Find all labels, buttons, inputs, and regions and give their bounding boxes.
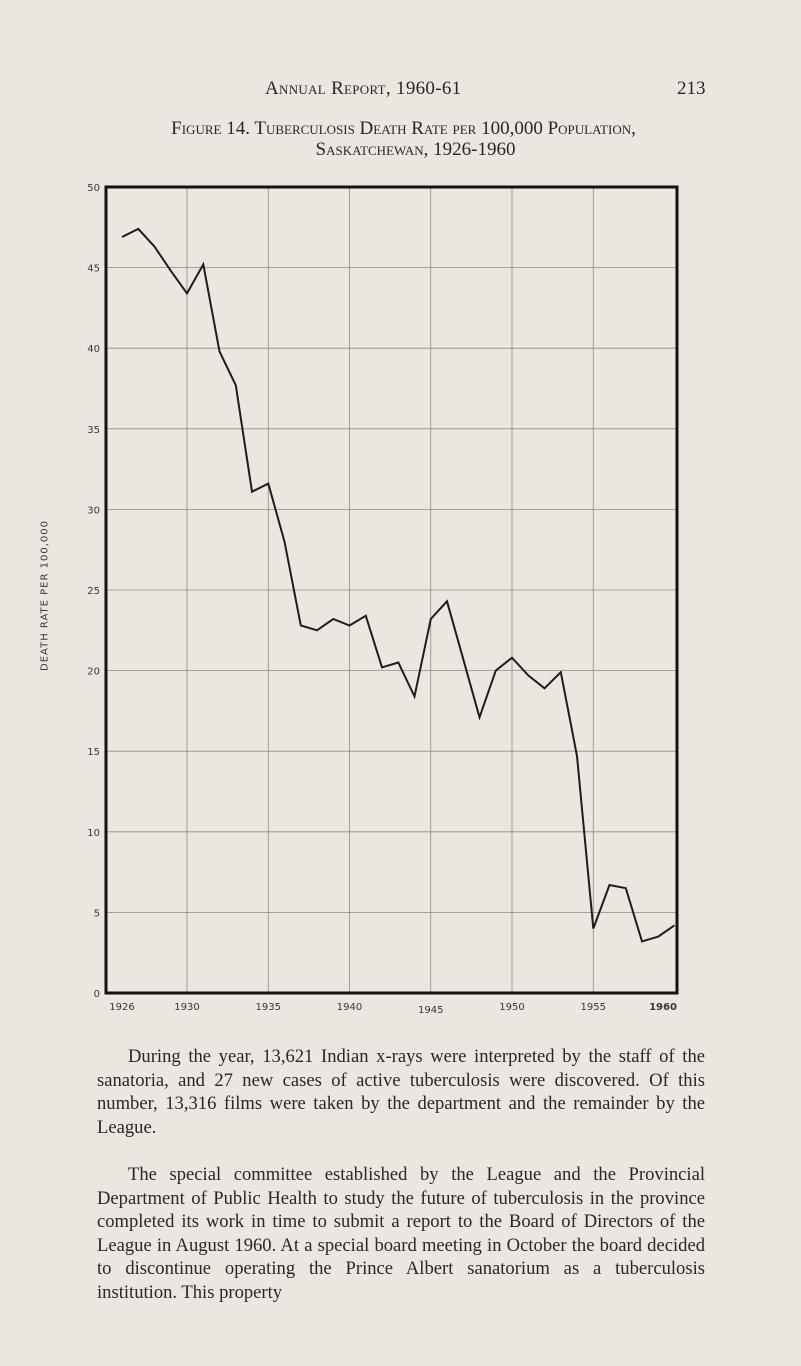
y-tick-label: 15	[87, 747, 100, 758]
x-tick-label: 1930	[174, 1002, 199, 1013]
y-tick-label: 25	[87, 586, 100, 597]
y-axis-ticks: 0 5 10 15 20 25 30 35 40 45 50	[87, 183, 100, 1000]
plot-frame	[104, 185, 679, 995]
line-chart: 0 5 10 15 20 25 30 35 40 45 50 1926 1930 1935 1940 194…	[87, 183, 679, 1016]
paragraph-2: The special committee established by the…	[97, 1164, 705, 1303]
x-axis-ticks: 1926 1930 1935 1940 1945 1950 1955 1960	[109, 1002, 677, 1016]
x-tick-label: 1945	[418, 1005, 443, 1016]
y-tick-label: 40	[87, 344, 100, 355]
chart-gridlines	[106, 187, 677, 993]
y-tick-label: 30	[87, 505, 100, 516]
running-title: Annual Report, 1960-61	[265, 78, 462, 99]
x-tick-label: 1955	[581, 1002, 606, 1013]
x-tick-label: 1950	[499, 1002, 524, 1013]
y-tick-label: 5	[94, 908, 100, 919]
figure-caption: Figure 14. Tuberculosis Death Rate per 1…	[0, 118, 801, 160]
caption-line-1: Figure 14. Tuberculosis Death Rate per 1…	[171, 118, 636, 139]
x-tick-label: 1935	[256, 1002, 281, 1013]
y-axis-label: DEATH RATE PER 100,000	[39, 520, 51, 671]
x-tick-label: 1960	[649, 1002, 677, 1013]
y-tick-label: 35	[87, 425, 100, 436]
running-head: Annual Report, 1960-61 213	[0, 78, 801, 104]
x-tick-label: 1940	[337, 1002, 362, 1013]
paragraph-1: During the year, 13,621 Indian x-rays we…	[97, 1046, 705, 1138]
y-tick-label: 45	[87, 264, 100, 275]
caption-line-2: Saskatchewan, 1926-1960	[315, 139, 516, 160]
y-tick-label: 10	[87, 828, 100, 839]
death-rate-line	[121, 227, 676, 943]
y-tick-label: 20	[87, 667, 100, 678]
x-tick-label: 1926	[109, 1002, 134, 1013]
y-tick-label: 50	[87, 183, 100, 194]
y-tick-label: 0	[94, 989, 100, 1000]
page-number: 213	[677, 78, 706, 99]
